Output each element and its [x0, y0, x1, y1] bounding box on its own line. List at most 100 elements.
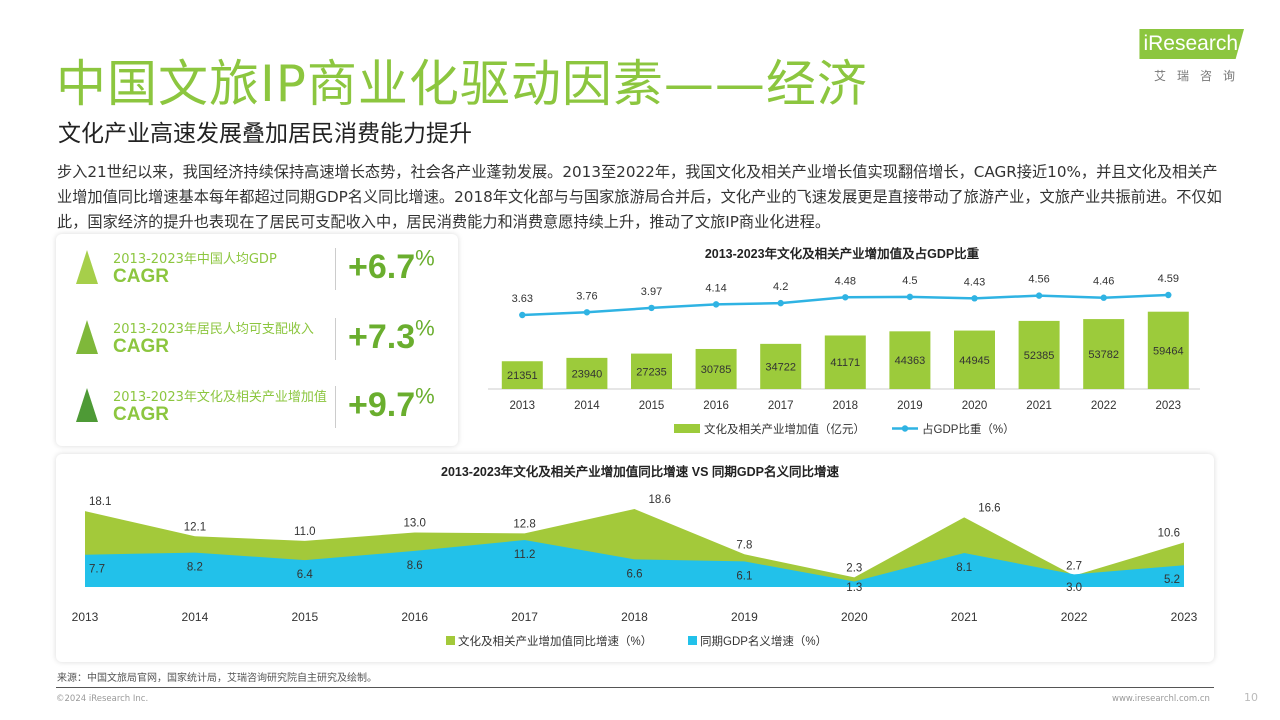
gdp-value-label: 6.1 — [736, 570, 752, 582]
culture-value-label: 18.1 — [89, 496, 111, 508]
x-tick-label: 2019 — [897, 400, 923, 412]
culture-value-label: 2.7 — [1066, 561, 1082, 573]
culture-value-label: 18.6 — [649, 494, 671, 506]
culture-value-chart: 2013-2023年文化及相关产业增加值及占GDP比重 21351 2013 3.63… — [488, 246, 1200, 436]
kpi-row-income: 2013-2023年居民人均可支配收入 CAGR +7.3% — [56, 304, 458, 364]
culture-value-label: 11.0 — [294, 526, 316, 538]
x-tick-label: 2016 — [401, 610, 428, 624]
line-value-label: 4.56 — [1028, 274, 1049, 286]
area-series-gdp — [85, 540, 1184, 587]
gdp-value-label: 8.2 — [187, 562, 203, 574]
line-value-label: 4.48 — [835, 275, 856, 287]
bar-value-label: 59464 — [1153, 345, 1184, 357]
line-value-label: 4.43 — [964, 276, 985, 288]
line-value-label: 4.14 — [705, 282, 726, 294]
culture-value-label: 12.8 — [513, 518, 535, 530]
x-tick-label: 2013 — [510, 400, 536, 412]
triangle-icon — [76, 388, 98, 422]
kpi-label: 2013-2023年文化及相关产业增加值 — [113, 390, 327, 405]
x-tick-label: 2018 — [621, 610, 648, 624]
bar-value-label: 27235 — [636, 366, 667, 378]
footer-divider — [56, 687, 1214, 688]
line-point — [1035, 292, 1043, 299]
kpi-row-gdp: 2013-2023年中国人均GDP CAGR +6.7% — [56, 234, 458, 294]
triangle-icon — [76, 320, 98, 354]
gdp-value-label: 8.1 — [956, 562, 972, 574]
bar-value-label: 41171 — [830, 357, 860, 369]
kpi-label: 2013-2023年居民人均可支配收入 — [113, 322, 314, 337]
bar — [889, 331, 931, 389]
line-value-label: 3.97 — [641, 286, 662, 298]
intro-paragraph: 步入21世纪以来，我国经济持续保持高速增长态势，社会各产业蓬勃发展。2013至2… — [57, 163, 1222, 231]
growth-chart-card: 2013-2023年文化及相关产业增加值同比增速 VS 同期GDP名义同比增速 1… — [56, 454, 1214, 662]
kpi-unit: % — [415, 383, 435, 409]
kpi-number: +6.7 — [348, 248, 416, 286]
x-tick-label: 2017 — [511, 610, 538, 624]
footer-url: www.iresearchl.com.cn — [1112, 694, 1210, 704]
x-tick-label: 2015 — [291, 610, 318, 624]
x-tick-label: 2016 — [703, 400, 729, 412]
x-tick-label: 2013 — [72, 610, 99, 624]
gdp-value-label: 5.2 — [1164, 574, 1180, 586]
bar — [1083, 319, 1125, 389]
legend-label-culture: 文化及相关产业增加值同比增速（%） — [458, 634, 652, 648]
kpi-value: +7.3% — [348, 315, 435, 357]
kpi-unit: % — [415, 245, 435, 271]
bar-value-label: 44363 — [895, 355, 926, 367]
kpi-cagr: CAGR — [113, 266, 169, 287]
x-tick-label: 2020 — [841, 610, 868, 624]
x-tick-label: 2014 — [574, 400, 600, 412]
x-tick-label: 2020 — [962, 400, 988, 412]
source-note: 来源：中国文旅局官网，国家统计局，艾瑞咨询研究院自主研究及绘制。 — [57, 673, 377, 684]
line-point — [583, 309, 591, 316]
legend-label-line: 占GDP比重（%） — [922, 422, 1015, 436]
iresearch-logo: iResearch 艾瑞咨询 — [1126, 27, 1248, 85]
culture-value-label: 10.6 — [1158, 528, 1180, 540]
bar — [1018, 320, 1060, 389]
x-tick-label: 2023 — [1171, 610, 1198, 624]
line-value-label: 3.63 — [512, 293, 533, 305]
x-tick-label: 2021 — [951, 610, 978, 624]
triangle-shape — [76, 250, 98, 284]
line-value-label: 4.59 — [1158, 273, 1179, 285]
legend-swatch-bar — [674, 424, 700, 433]
gdp-value-label: 7.7 — [89, 564, 105, 576]
page-title: 中国文旅IP商业化驱动因素——经济 — [56, 55, 868, 113]
x-tick-label: 2017 — [768, 400, 794, 412]
kpi-cagr: CAGR — [113, 336, 169, 357]
bar — [1147, 311, 1189, 389]
line-value-label: 4.5 — [902, 275, 917, 287]
x-tick-label: 2018 — [833, 400, 859, 412]
gdp-value-label: 11.2 — [514, 549, 536, 561]
bar — [695, 348, 737, 389]
line-point — [519, 311, 526, 319]
line-point — [648, 304, 655, 312]
line-point — [777, 299, 784, 307]
line-point — [712, 301, 720, 308]
kpi-number: +9.7 — [348, 386, 416, 424]
line-value-label: 4.2 — [773, 281, 788, 293]
line-value-label: 4.46 — [1093, 276, 1114, 288]
gdp-value-label: 8.6 — [407, 560, 423, 572]
bar — [954, 330, 995, 389]
bar — [501, 361, 543, 389]
line-point — [906, 293, 914, 301]
bar-value-label: 53782 — [1088, 349, 1119, 361]
copyright: ©2024 iResearch Inc. — [56, 694, 149, 704]
bar — [566, 357, 608, 389]
logo-cn: 艾瑞咨询 — [1153, 69, 1246, 83]
chart-title: 2013-2023年文化及相关产业增加值及占GDP比重 — [705, 246, 980, 261]
legend-swatch-culture — [446, 636, 455, 645]
chart-title: 2013-2023年文化及相关产业增加值同比增速 VS 同期GDP名义同比增速 — [441, 464, 839, 479]
line-point — [842, 294, 849, 301]
kpi-label: 2013-2023年中国人均GDP — [113, 252, 277, 267]
gdp-value-label: 1.3 — [846, 582, 862, 594]
legend-label-gdp: 同期GDP名义增速（%） — [700, 634, 827, 648]
bar — [760, 343, 802, 389]
bar-value-label: 34722 — [765, 361, 796, 373]
triangle-icon — [76, 250, 98, 284]
kpi-unit: % — [415, 315, 435, 341]
line-point — [971, 295, 978, 302]
legend-label-bar: 文化及相关产业增加值（亿元） — [704, 422, 865, 436]
bar-value-label: 30785 — [701, 364, 732, 376]
